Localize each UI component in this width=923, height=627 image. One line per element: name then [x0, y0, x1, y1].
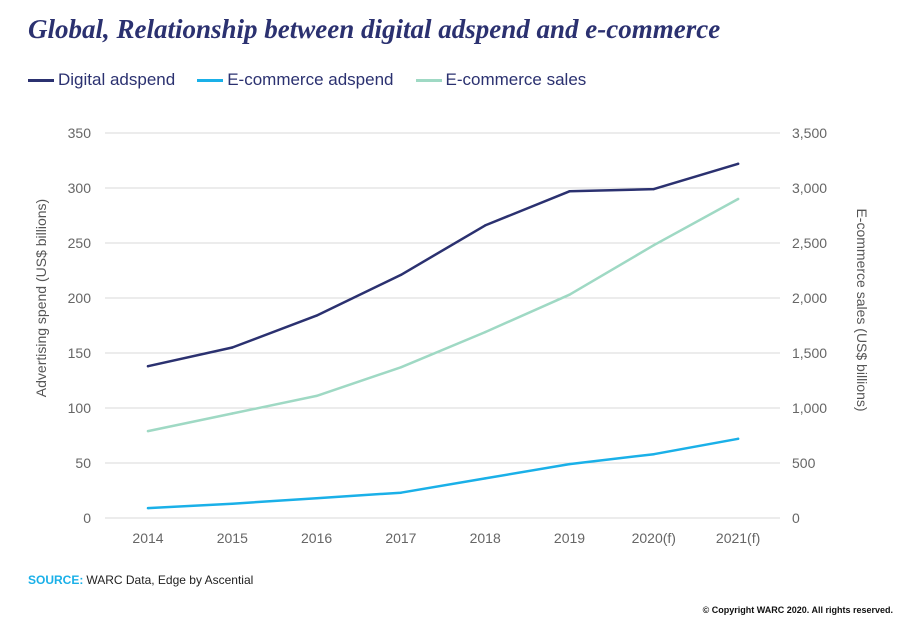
x-tick-label: 2016 [301, 530, 332, 546]
y2-tick-label: 2,000 [792, 290, 827, 306]
data-point-e-commerce-sales [736, 197, 740, 201]
data-point-digital-adspend [231, 346, 234, 349]
legend-item-digital-adspend: Digital adspend [28, 70, 175, 90]
series-line-e-commerce-adspend [146, 437, 740, 510]
x-tick-label: 2015 [217, 530, 248, 546]
data-point-e-commerce-sales [231, 412, 234, 415]
data-point-digital-adspend [315, 314, 318, 317]
y2-tick-label: 0 [792, 510, 800, 526]
x-tick-label: 2021(f) [716, 530, 760, 546]
x-tick-label: 2014 [132, 530, 163, 546]
data-point-digital-adspend [399, 273, 403, 277]
data-point-digital-adspend [568, 190, 571, 193]
copyright-note: © Copyright WARC 2020. All rights reserv… [702, 605, 893, 615]
y-tick-label: 300 [68, 180, 92, 196]
series-line-e-commerce-sales [146, 197, 740, 433]
legend-item-ecommerce-adspend: E-commerce adspend [197, 70, 394, 90]
data-point-digital-adspend [146, 365, 150, 368]
data-point-e-commerce-sales [399, 366, 403, 369]
legend-label-ecommerce-adspend: E-commerce adspend [227, 70, 394, 89]
y-tick-label: 250 [68, 235, 92, 251]
x-tick-label: 2019 [554, 530, 585, 546]
data-point-e-commerce-adspend [315, 497, 318, 500]
x-tick-label: 2020(f) [632, 530, 676, 546]
data-point-digital-adspend [484, 224, 487, 227]
data-point-e-commerce-adspend [146, 506, 150, 510]
x-tick-label: 2017 [385, 530, 416, 546]
legend-item-ecommerce-sales: E-commerce sales [415, 70, 587, 90]
y2-tick-label: 3,500 [792, 125, 827, 141]
data-point-digital-adspend [736, 162, 740, 165]
y-tick-label: 150 [68, 345, 92, 361]
source-label: SOURCE: [28, 573, 84, 587]
y2-tick-label: 3,000 [792, 180, 827, 196]
legend-label-digital-adspend: Digital adspend [58, 70, 176, 89]
y2-tick-label: 1,500 [792, 345, 827, 361]
legend-swatch-ecommerce-sales [415, 78, 442, 82]
chart-title: Global, Relationship between digital ads… [28, 14, 721, 44]
data-point-e-commerce-adspend [568, 462, 571, 466]
source-note: SOURCE: WARC Data, Edge by Ascential [28, 573, 253, 587]
x-tick-label: 2018 [470, 530, 501, 546]
y-tick-label: 350 [68, 125, 92, 141]
legend-label-ecommerce-sales: E-commerce sales [445, 70, 587, 89]
y2-tick-label: 500 [792, 455, 816, 471]
data-point-e-commerce-adspend [736, 437, 740, 440]
y2-axis-title: E-commerce sales (US$ billions) [854, 208, 870, 411]
data-point-e-commerce-sales [146, 429, 150, 433]
data-point-e-commerce-sales [315, 394, 318, 398]
data-point-digital-adspend [652, 187, 655, 191]
data-point-e-commerce-adspend [399, 491, 403, 494]
y2-tick-label: 1,000 [792, 400, 827, 416]
data-point-e-commerce-sales [652, 244, 655, 247]
data-point-e-commerce-adspend [484, 477, 487, 480]
data-point-e-commerce-adspend [231, 502, 234, 505]
y-axis-title: Advertising spend (US$ billions) [33, 199, 49, 397]
series-line-digital-adspend [146, 162, 740, 368]
legend-swatch-digital-adspend [28, 78, 54, 82]
y2-tick-label: 2,500 [792, 235, 827, 251]
legend-swatch-ecommerce-adspend [197, 78, 224, 82]
data-point-e-commerce-adspend [652, 453, 655, 456]
y-tick-label: 0 [83, 510, 91, 526]
chart-legend: Digital adspend E-commerce adspend E-com… [28, 70, 608, 90]
data-point-e-commerce-sales [484, 330, 487, 334]
y-tick-label: 100 [68, 400, 92, 416]
source-text: WARC Data, Edge by Ascential [86, 573, 254, 587]
data-point-e-commerce-sales [568, 293, 571, 296]
y-tick-label: 200 [68, 290, 92, 306]
y-tick-label: 50 [75, 455, 91, 471]
